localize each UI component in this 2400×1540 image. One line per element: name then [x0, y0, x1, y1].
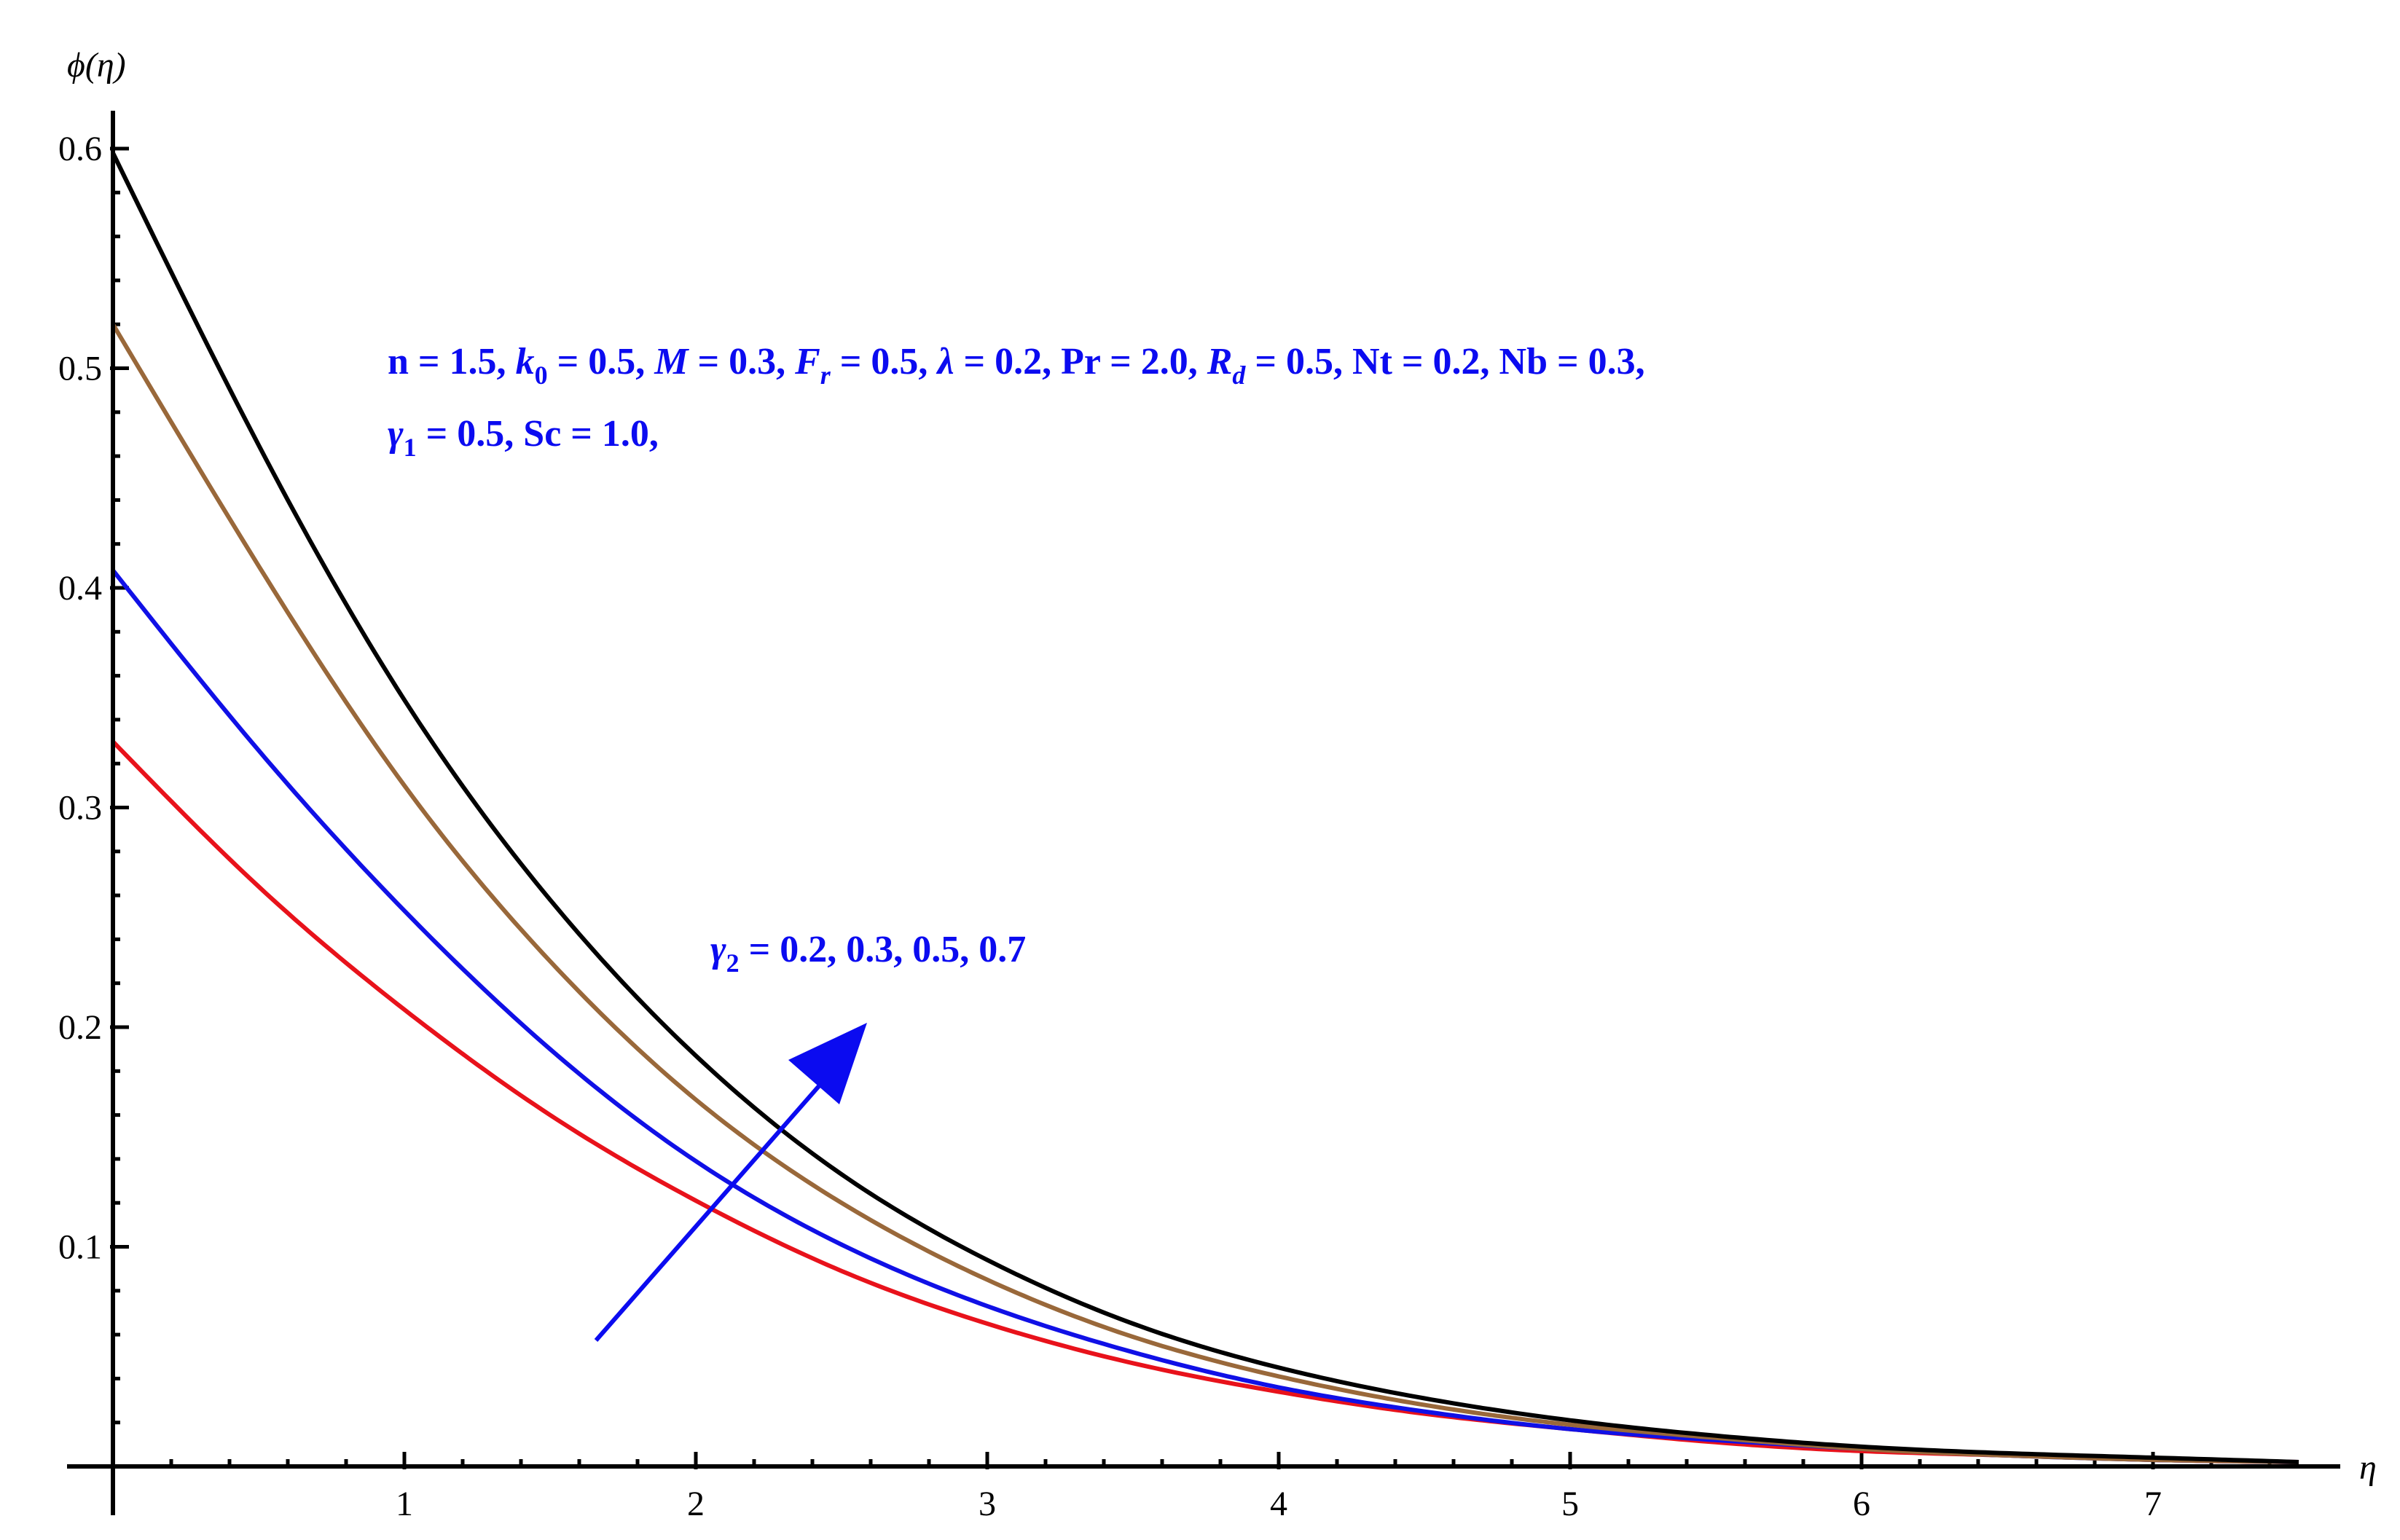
y-tick-label: 0.5 — [58, 350, 102, 388]
x-tick-label: 3 — [979, 1485, 996, 1523]
gamma2-values-annotation: γ2 = 0.2, 0.3, 0.5, 0.7 — [710, 929, 1026, 978]
series-line-3 — [111, 323, 2299, 1464]
x-tick-label: 6 — [1853, 1485, 1870, 1523]
y-tick-label: 0.3 — [58, 789, 102, 828]
increasing-gamma2-arrow — [594, 1023, 867, 1342]
x-tick-label: 7 — [2144, 1485, 2162, 1523]
x-tick-label: 1 — [396, 1485, 413, 1523]
y-tick-label: 0.2 — [58, 1008, 102, 1047]
tick-labels: 1 2 3 4 5 6 7 0.1 0.2 0.3 0.4 0.5 0.6 — [58, 130, 2162, 1523]
arrow-shaft — [594, 1080, 826, 1342]
series-line-1 — [111, 739, 2299, 1464]
series-line-4 — [111, 152, 2299, 1464]
x-axis-label: η — [2359, 1448, 2377, 1487]
series-line-2 — [111, 569, 2299, 1464]
y-tick-label: 0.1 — [58, 1228, 102, 1267]
y-tick-label: 0.4 — [58, 569, 102, 608]
minor-ticks — [111, 190, 2272, 1468]
y-tick-label: 0.6 — [58, 130, 102, 168]
series-curves — [111, 152, 2299, 1464]
arrow-head — [788, 1023, 867, 1104]
x-tick-label: 2 — [687, 1485, 705, 1523]
parameters-annotation-line-1: n = 1.5, k0 = 0.5, M = 0.3, Fr = 0.5, λ … — [388, 341, 1645, 390]
x-tick-label: 4 — [1270, 1485, 1287, 1523]
y-axis-label: ϕ(η) — [67, 46, 126, 85]
parameters-annotation-line-2: γ1 = 0.5, Sc = 1.0, — [388, 413, 659, 462]
x-tick-label: 5 — [1561, 1485, 1579, 1523]
